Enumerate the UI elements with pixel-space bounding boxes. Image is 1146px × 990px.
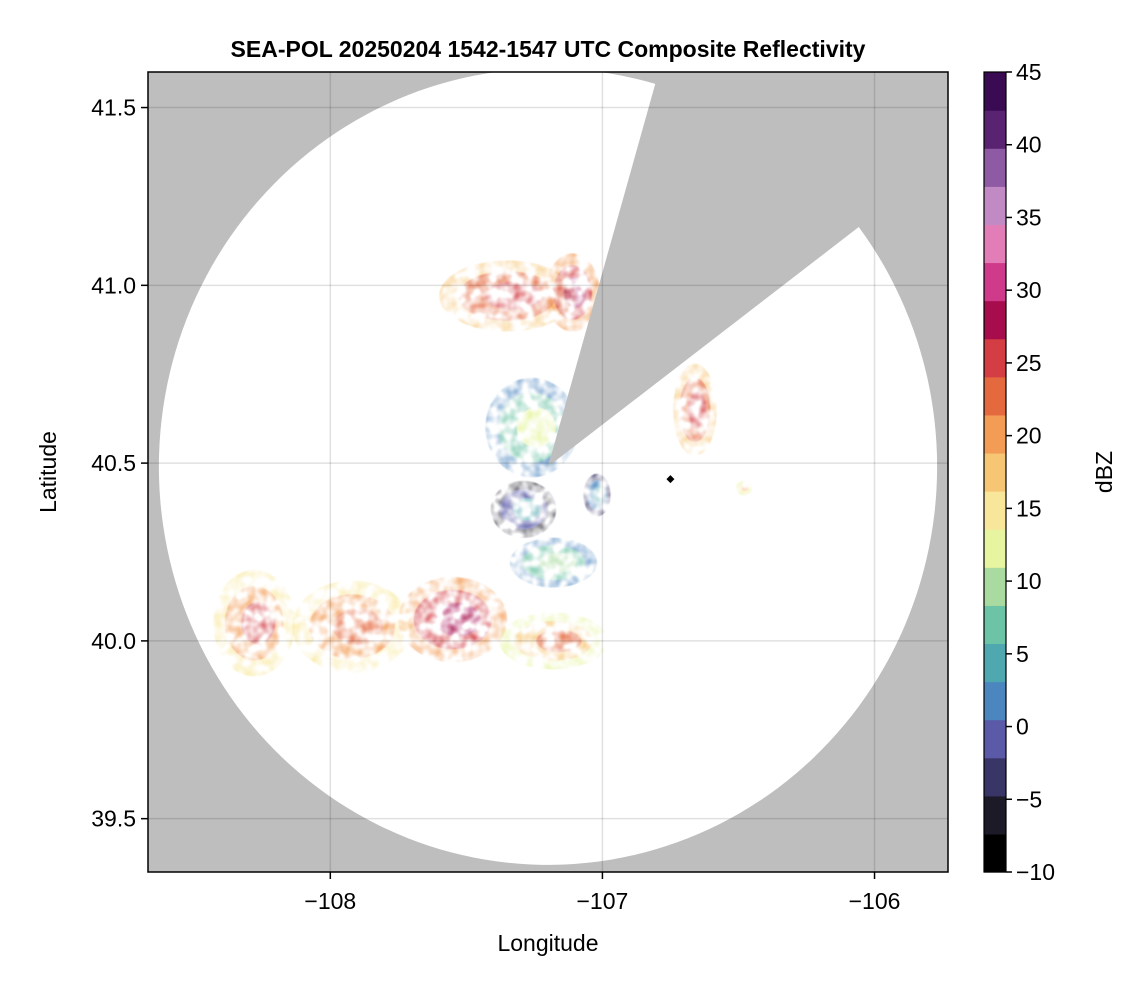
y-tick-label: 40.5 — [91, 450, 136, 476]
colorbar-segment — [984, 529, 1006, 568]
colorbar-segment — [984, 605, 1006, 645]
colorbar-segment — [984, 681, 1006, 721]
colorbar-tick-label: 40 — [1016, 132, 1042, 158]
colorbar-segment — [984, 757, 1006, 797]
x-axis-label: Longitude — [497, 930, 598, 956]
colorbar-segment — [984, 224, 1006, 264]
colorbar-frame — [983, 71, 1007, 873]
x-tick-label: −106 — [849, 888, 901, 914]
colorbar-segment — [984, 262, 1006, 302]
reflectivity-echoes — [213, 253, 753, 677]
plot-area — [148, 72, 948, 872]
colorbar: −10 −5 0 5 10 15 20 25 30 35 40 45 — [983, 59, 1055, 885]
colorbar-segment — [984, 719, 1006, 759]
radar-site-marker — [666, 475, 675, 484]
colorbar-segment — [984, 567, 1006, 606]
echo-cell — [545, 253, 600, 332]
echo-cell — [499, 612, 608, 670]
x-tick-label: −107 — [577, 888, 629, 914]
colorbar-tick-label: 30 — [1016, 277, 1042, 303]
colorbar-tick-label: 5 — [1016, 641, 1029, 667]
y-tick-label: 41.5 — [91, 95, 136, 121]
x-axis: −108 −107 −106 — [304, 872, 900, 914]
y-tick-label: 40.0 — [91, 628, 136, 654]
colorbar-segment — [984, 110, 1006, 149]
colorbar-segment — [984, 452, 1006, 492]
colorbar-tick-label: 10 — [1016, 568, 1042, 594]
colorbar-segment — [984, 72, 1006, 111]
chart-title: SEA-POL 20250204 1542-1547 UTC Composite… — [231, 36, 866, 62]
colorbar-tick-label: 15 — [1016, 495, 1042, 521]
colorbar-tick-label: 25 — [1016, 350, 1042, 376]
colorbar-segment — [984, 376, 1006, 416]
colorbar-segment — [984, 795, 1006, 835]
y-axis-label: Latitude — [35, 431, 61, 513]
colorbar-segment — [984, 643, 1006, 683]
grid-lines — [148, 72, 948, 872]
plot-frame — [147, 71, 949, 873]
colorbar-tick-label: 0 — [1016, 714, 1029, 740]
colorbar-tick-label: 45 — [1016, 59, 1042, 85]
colorbar-segment — [984, 414, 1006, 454]
y-tick-label: 41.0 — [91, 272, 136, 298]
echo-cell — [509, 537, 597, 588]
echo-cell — [398, 576, 508, 663]
echo-cell — [735, 480, 753, 496]
colorbar-segment — [984, 338, 1006, 378]
y-tick-label: 39.5 — [91, 806, 136, 832]
colorbar-tick-label: 20 — [1016, 423, 1042, 449]
colorbar-segment — [984, 186, 1006, 225]
colorbar-segment — [984, 148, 1006, 187]
echo-cell — [673, 363, 717, 456]
colorbar-label: dBZ — [1091, 451, 1117, 493]
x-tick-label: −108 — [304, 888, 356, 914]
echo-cell — [439, 260, 576, 332]
echo-cell — [583, 473, 611, 517]
y-axis: 39.5 40.0 40.5 41.0 41.5 — [91, 95, 148, 832]
colorbar-tick-label: −10 — [1016, 859, 1055, 885]
colorbar-segment — [984, 300, 1006, 340]
echo-cell — [292, 580, 412, 673]
colorbar-tick-label: 35 — [1016, 204, 1042, 230]
colorbar-segment — [984, 491, 1006, 530]
colorbar-tick-label: −5 — [1016, 786, 1042, 812]
echo-cell — [490, 480, 557, 538]
colorbar-segment — [984, 833, 1006, 873]
echo-cell — [213, 569, 295, 677]
